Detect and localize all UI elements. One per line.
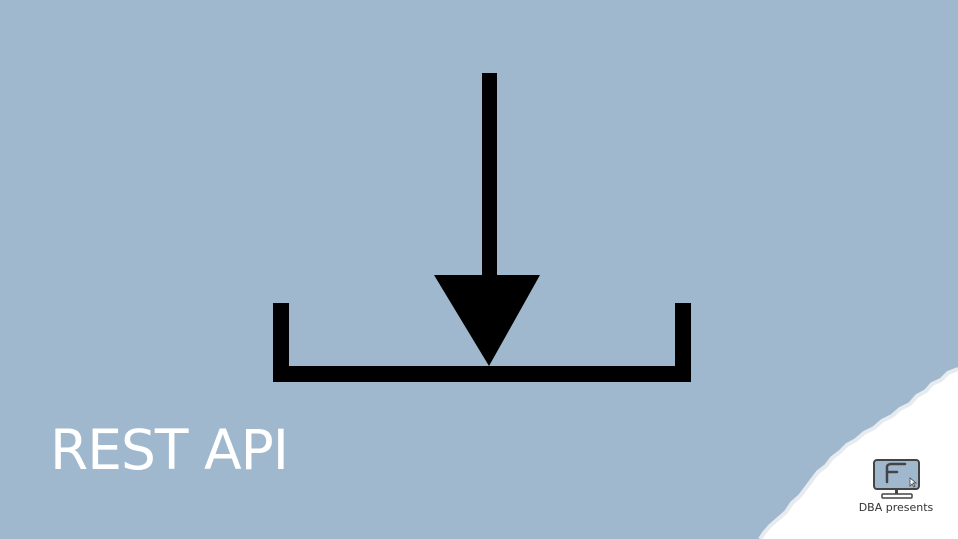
slide-title: REST API	[50, 418, 289, 482]
tray-base	[273, 366, 691, 382]
brand-label: DBA presents	[858, 501, 934, 514]
logo-stand	[881, 493, 913, 499]
logo-glyph	[885, 462, 907, 484]
arrow-head	[434, 275, 540, 366]
monitor-logo-icon	[873, 459, 920, 499]
tray-left-wall	[273, 303, 289, 382]
logo-cursor	[909, 477, 918, 488]
torn-paper-edge	[758, 367, 958, 539]
arrow-shaft	[482, 73, 497, 285]
logo-neck	[895, 489, 898, 494]
tray-right-wall	[675, 303, 691, 382]
